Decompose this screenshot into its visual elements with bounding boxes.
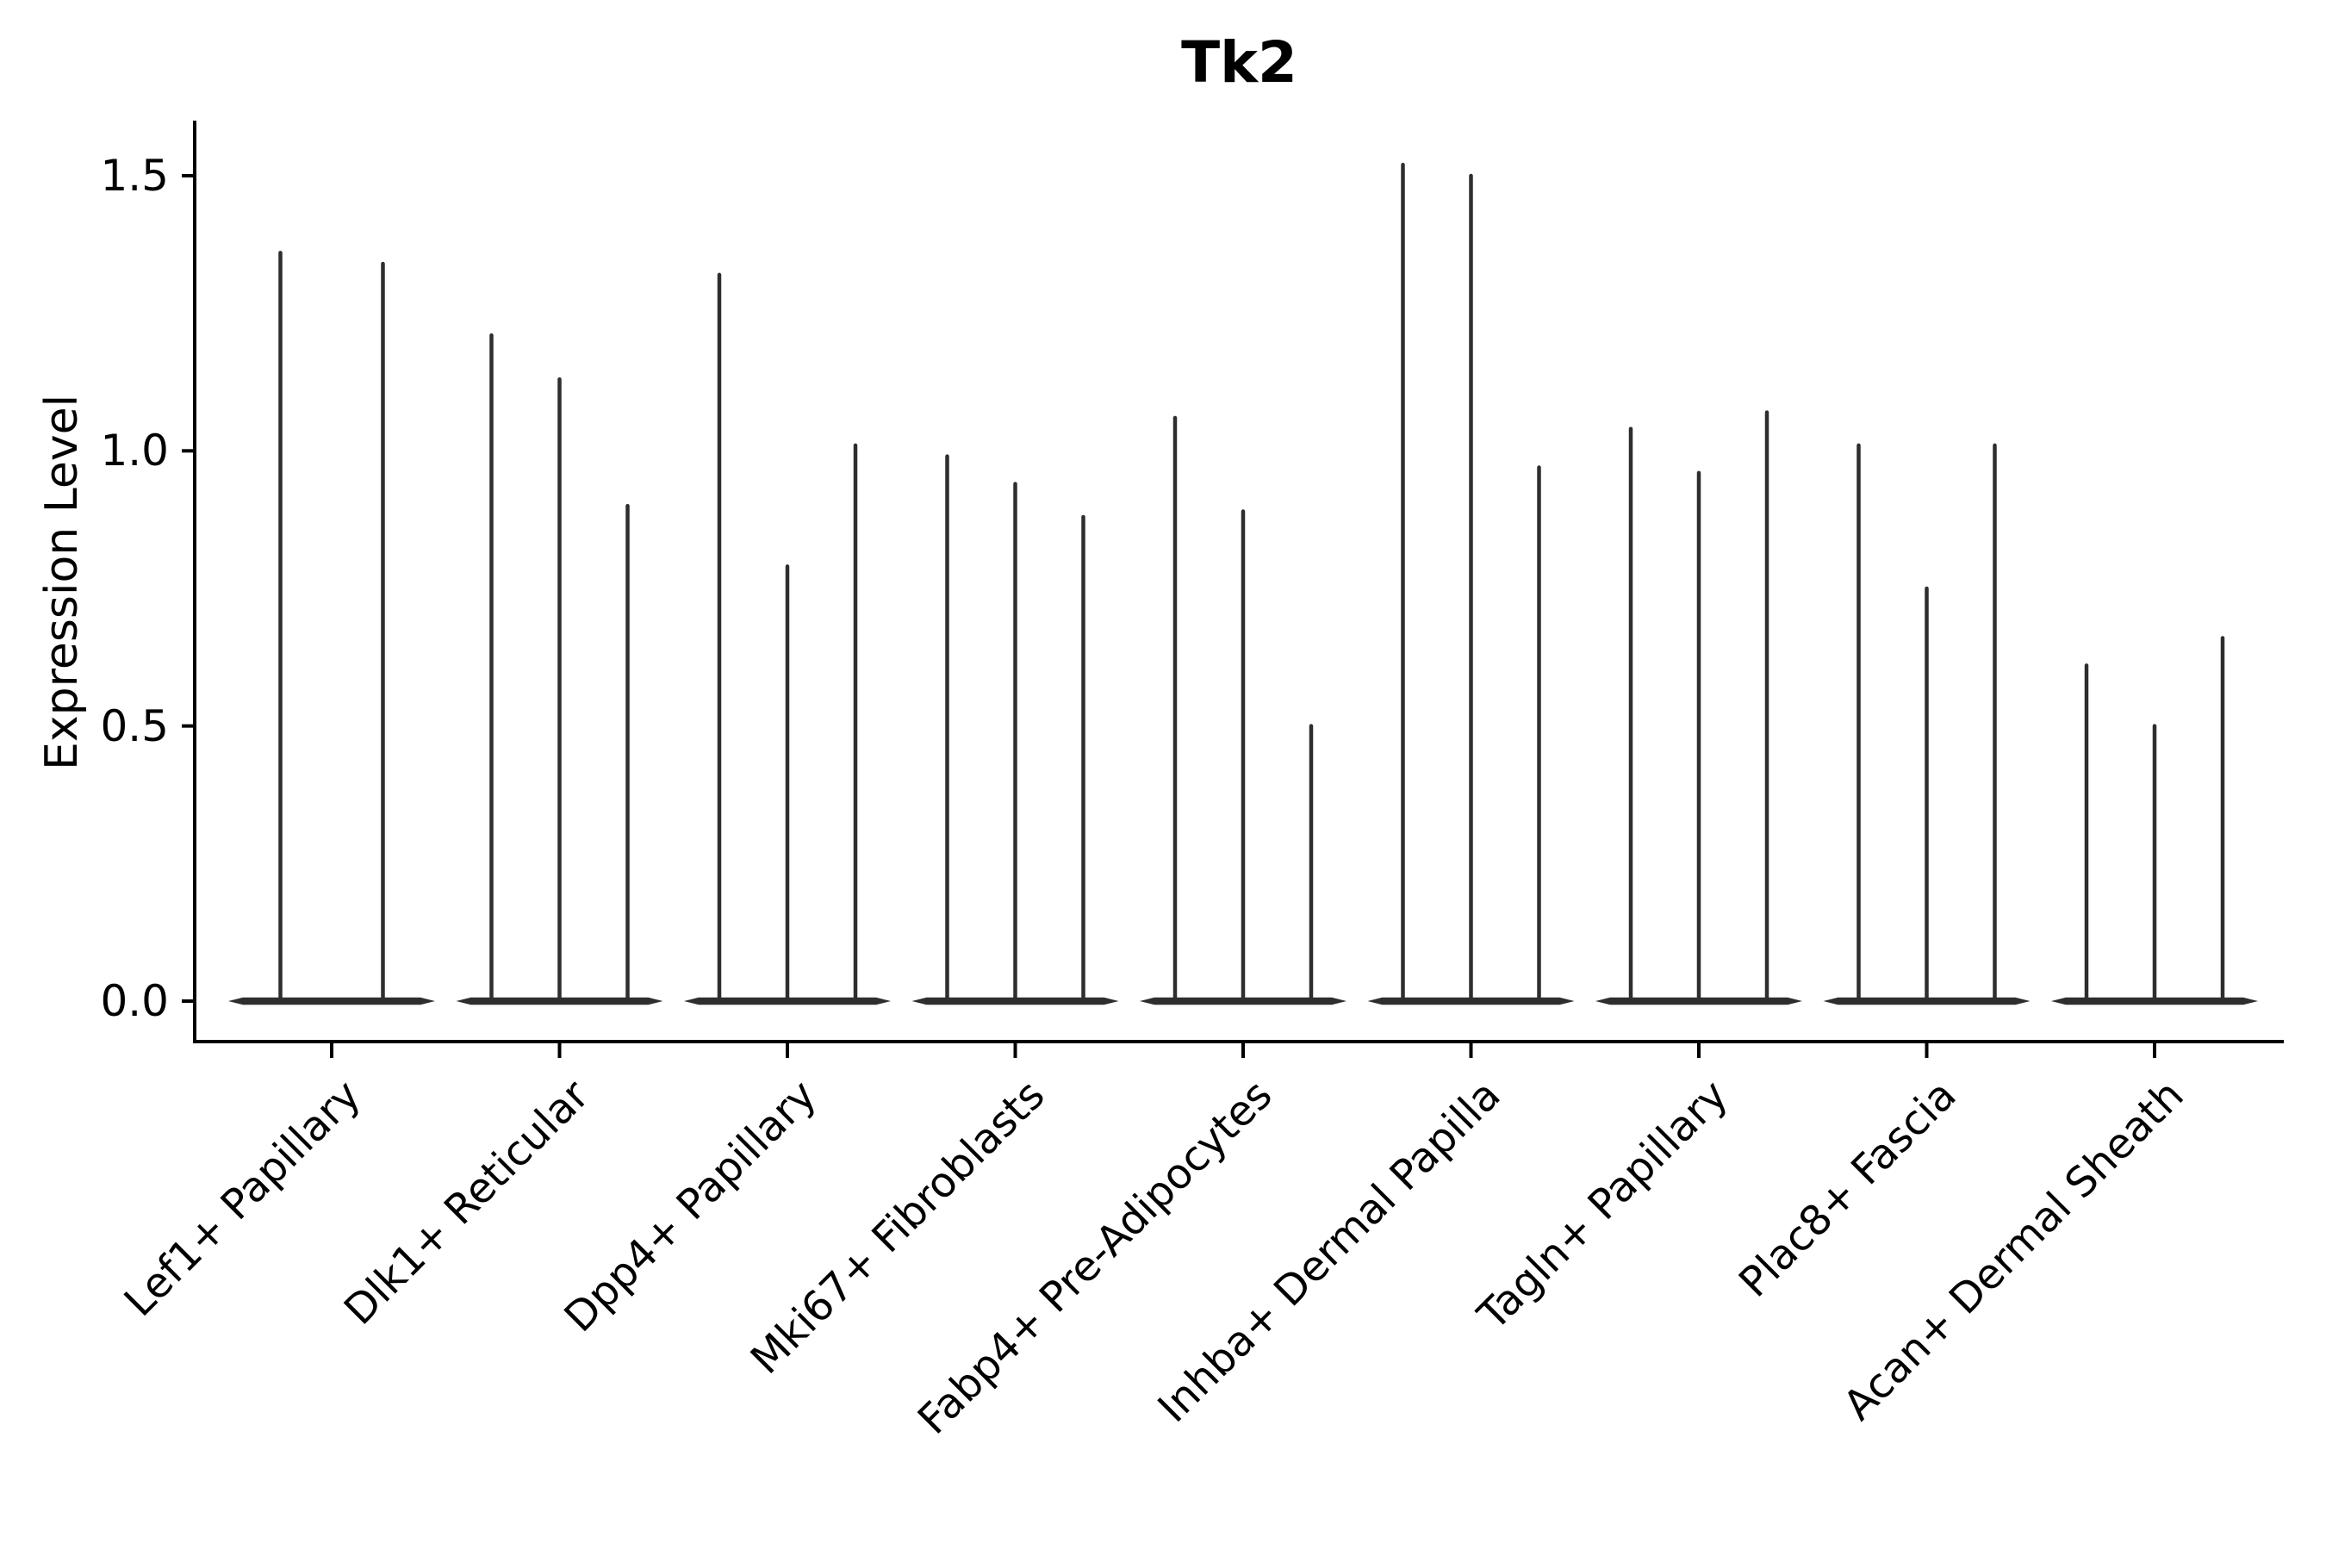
y-tick-label: 1.5: [100, 150, 169, 201]
y-tick-label: 1.0: [100, 426, 169, 476]
violin-base: [2051, 997, 2258, 1005]
y-tick-label: 0.0: [100, 976, 169, 1026]
violin-base: [456, 997, 663, 1005]
y-tick-label: 0.5: [100, 700, 169, 751]
violin-base: [1823, 997, 2031, 1005]
violin-base: [684, 997, 891, 1005]
violin-base: [1595, 997, 1802, 1005]
violin-base: [911, 997, 1119, 1005]
chart-title: Tk2: [1181, 29, 1297, 96]
violin-base: [228, 997, 435, 1005]
violin-base: [1140, 997, 1346, 1005]
violin-base: [1367, 997, 1575, 1005]
